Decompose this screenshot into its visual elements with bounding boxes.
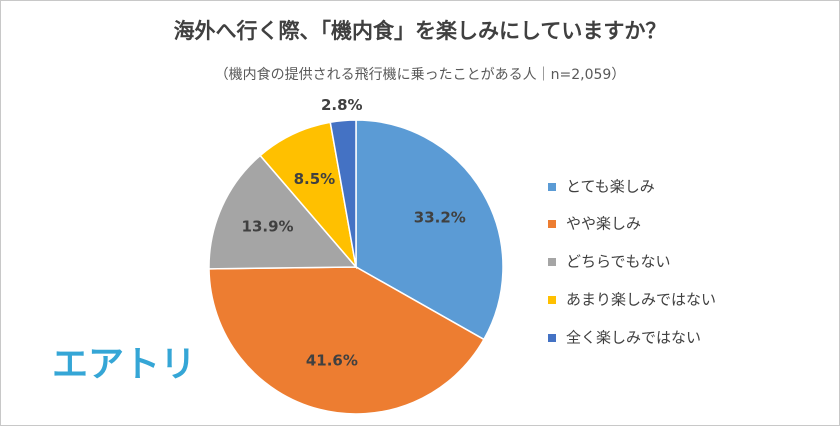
value-label: 8.5% [294,170,336,188]
pie-slice [329,119,357,268]
legend-label: あまり楽しみではない [566,291,716,309]
legend-marker [548,258,556,266]
legend-label: とても楽しみ [566,178,655,196]
value-label: 2.8% [321,96,363,114]
legend-marker [548,296,556,304]
legend-label: どちらでもない [566,253,671,271]
value-label: 41.6% [306,351,358,369]
value-label: 33.2% [414,209,466,227]
legend-label: やや楽しみ [566,215,641,233]
legend-marker [548,220,556,228]
chart-subtitle: （機内食の提供される飛行機に乗ったことがある人｜n=2,059） [215,66,626,83]
pie-slice [208,154,358,270]
pie-slice [208,266,485,415]
legend-marker [548,183,556,191]
legend-label: 全く楽しみではない [566,329,701,347]
chart-title: 海外へ行く際、「機内食」を楽しみにしていますか？ [174,19,667,43]
legend-marker [548,334,556,342]
value-label: 13.9% [242,218,294,236]
brand-logo: エアトリ [52,344,196,385]
pie-slice [355,119,504,341]
